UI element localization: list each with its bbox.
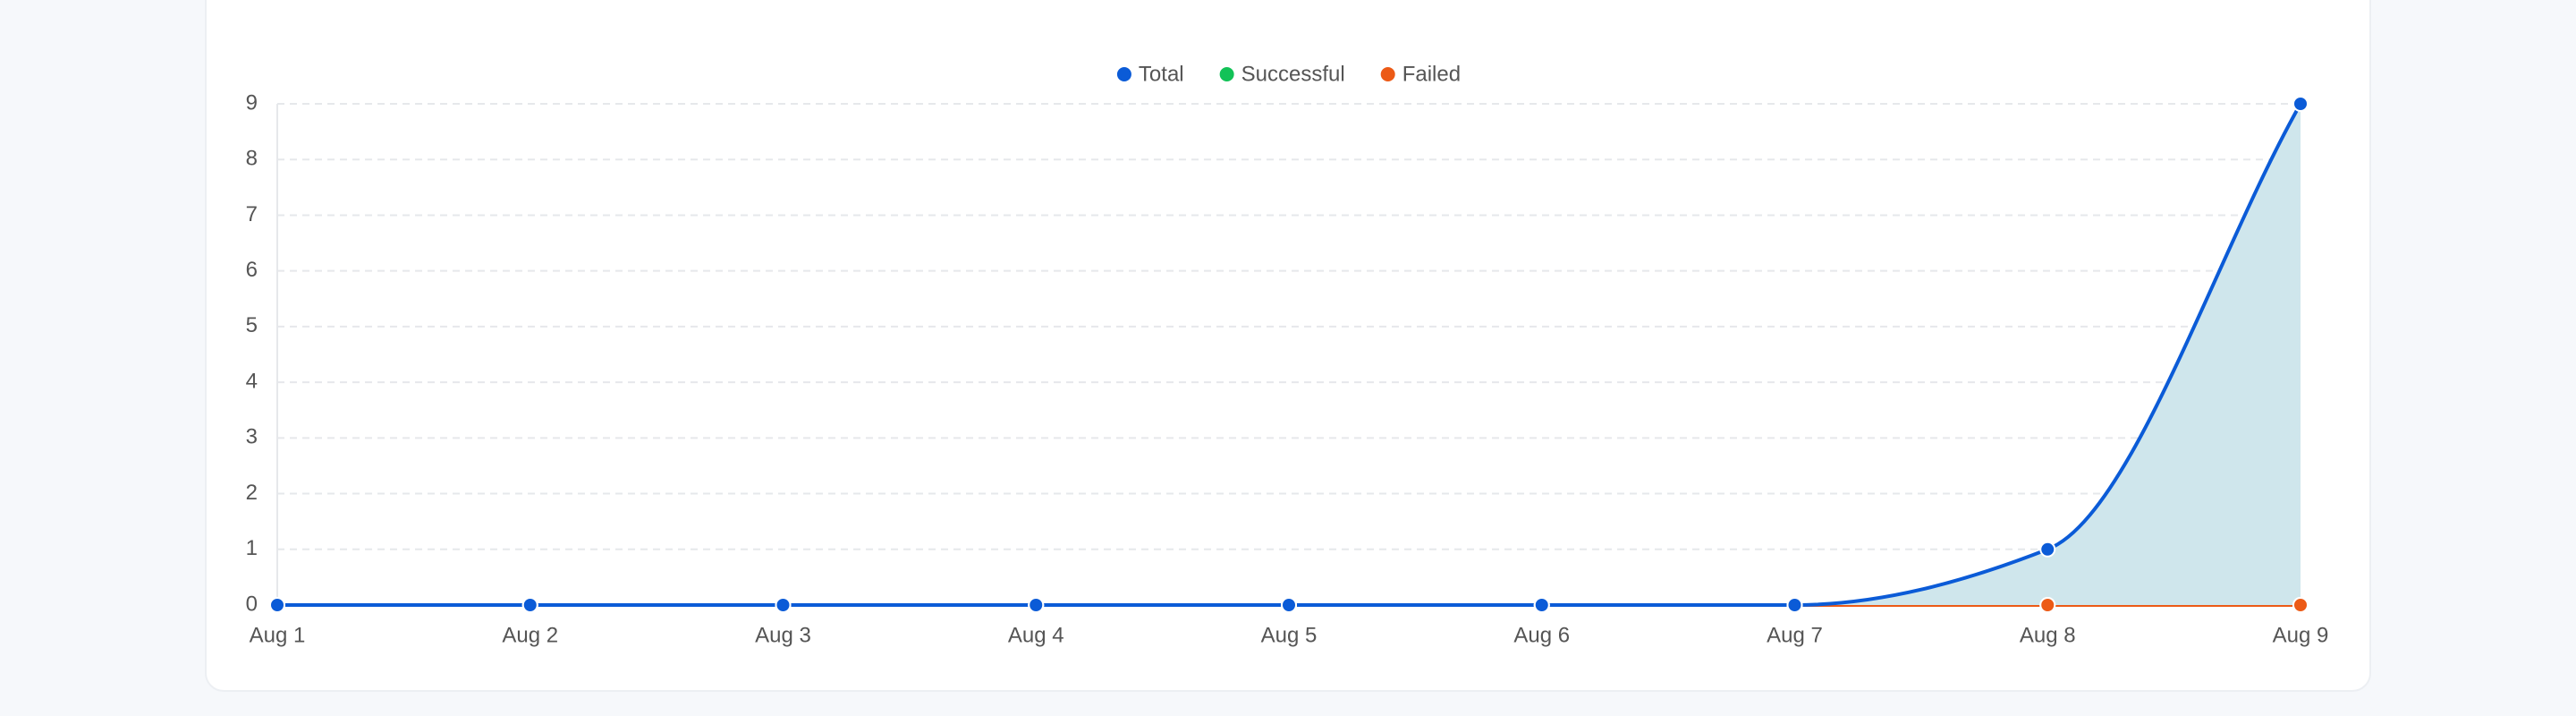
point — [1281, 597, 1297, 613]
legend: Total Successful Failed — [1116, 62, 1461, 86]
x-tick-label: Aug 5 — [1261, 623, 1318, 647]
point — [2039, 541, 2056, 558]
legend-marker — [1116, 67, 1131, 81]
x-tick-label: Aug 3 — [755, 623, 811, 647]
x-tick-label: Aug 6 — [1513, 623, 1570, 647]
y-tick-label: 4 — [246, 369, 258, 393]
point — [2292, 597, 2309, 613]
y-tick-label: 3 — [246, 425, 258, 449]
area — [277, 104, 2301, 605]
point — [2039, 597, 2056, 613]
point — [269, 597, 285, 613]
legend-label: Total — [1139, 62, 1184, 86]
point — [521, 597, 538, 613]
x-tick-label: Aug 4 — [1008, 623, 1064, 647]
y-tick-label: 2 — [246, 481, 258, 505]
point — [1028, 597, 1045, 613]
y-tick-label: 6 — [246, 258, 258, 282]
point — [1786, 597, 1803, 613]
x-tick-label: Aug 1 — [250, 623, 306, 647]
legend-label: Failed — [1402, 62, 1461, 86]
x-tick-label: Aug 9 — [2273, 623, 2329, 647]
card — [205, 0, 2371, 692]
y-tick-label: 8 — [246, 147, 258, 171]
y-tick-label: 0 — [246, 592, 258, 616]
point — [2292, 96, 2309, 112]
y-tick-label: 7 — [246, 202, 258, 226]
point — [775, 597, 792, 613]
legend-label: Successful — [1241, 62, 1345, 86]
legend-marker — [1219, 67, 1234, 81]
x-tick-label: Aug 8 — [2020, 623, 2076, 647]
x-tick-label: Aug 2 — [502, 623, 558, 647]
point — [1533, 597, 1550, 613]
y-tick-label: 5 — [246, 313, 258, 337]
y-tick-label: 1 — [246, 536, 258, 560]
y-tick-label: 9 — [246, 90, 258, 115]
legend-marker — [1380, 67, 1395, 81]
x-tick-label: Aug 7 — [1767, 623, 1823, 647]
